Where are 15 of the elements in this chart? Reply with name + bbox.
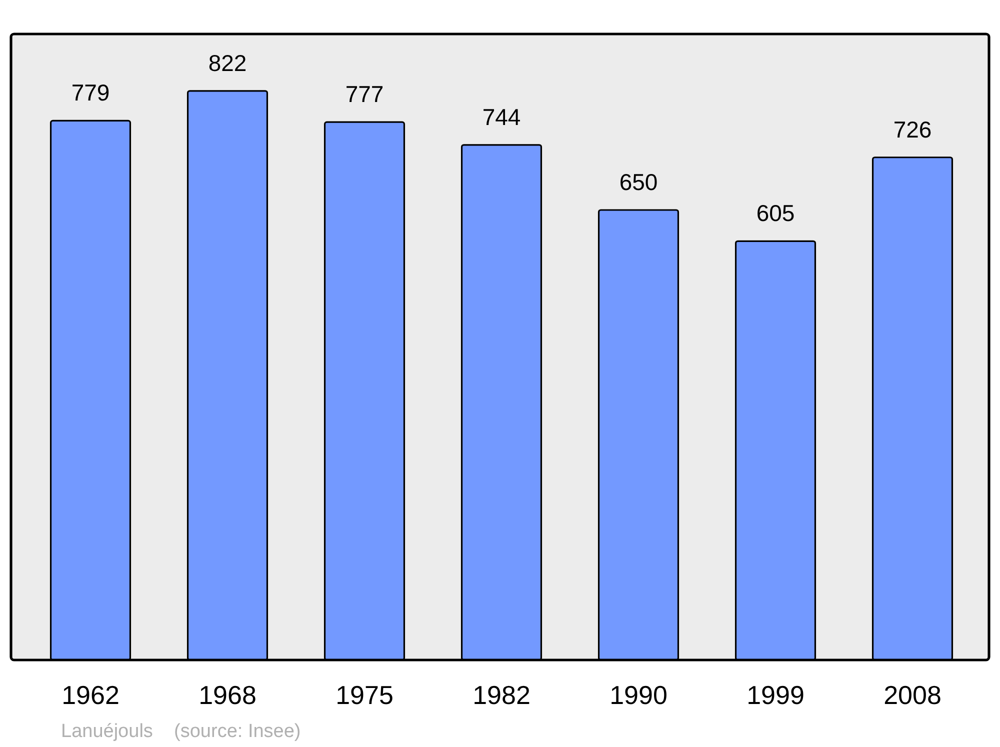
data-label: 605 <box>756 200 795 226</box>
x-tick-label: 1975 <box>336 680 394 710</box>
data-label: 777 <box>345 81 384 108</box>
x-tick-label: 1982 <box>472 680 530 710</box>
x-tick-label: 2008 <box>884 680 942 710</box>
data-label: 726 <box>893 116 932 142</box>
x-tick-label: 1968 <box>198 680 256 710</box>
data-label: 744 <box>482 104 521 130</box>
data-label: 779 <box>71 80 110 106</box>
data-label: 650 <box>619 168 658 195</box>
x-tick-label: 1962 <box>62 680 120 710</box>
x-tick-label: 1990 <box>610 680 668 710</box>
x-tick-label: 1999 <box>746 680 804 710</box>
text: Lanuéjouls (source: Insee) <box>61 721 301 742</box>
data-label: 822 <box>208 50 247 76</box>
